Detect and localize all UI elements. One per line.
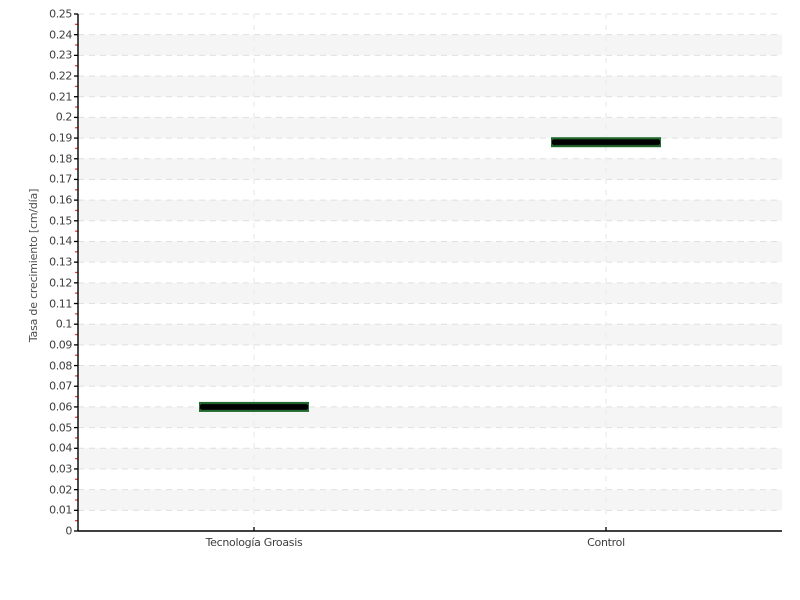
box-plot-item: [551, 137, 661, 148]
y-tick-label: 0.13: [49, 255, 72, 269]
y-tick-label: 0.06: [49, 400, 72, 414]
y-tick-label: 0.09: [49, 338, 72, 352]
y-tick-label: 0.2: [55, 110, 73, 124]
box-plot-item: [199, 401, 309, 412]
x-tick-label: Tecnología Groasis: [205, 536, 303, 549]
y-tick-label: 0.23: [49, 48, 72, 62]
y-tick-label: 0.07: [49, 379, 72, 393]
y-tick-label: 0.21: [49, 90, 72, 104]
y-tick-label: 0.05: [49, 421, 72, 435]
y-tick-label: 0.04: [49, 441, 72, 455]
y-tick-label: 0.16: [49, 193, 72, 207]
y-tick-label: 0.24: [49, 28, 72, 42]
y-tick-label: 0.11: [49, 297, 72, 311]
y-tick-label: 0.22: [49, 69, 72, 83]
y-tick-label: 0.1: [55, 317, 73, 331]
y-tick-label: 0.19: [49, 131, 72, 145]
y-tick-label: 0.15: [49, 214, 72, 228]
y-tick-label: 0.12: [49, 276, 72, 290]
y-tick-label: 0.17: [49, 172, 72, 186]
y-tick-label: 0.25: [49, 7, 72, 21]
y-tick-label: 0.03: [49, 462, 72, 476]
row-bands: [78, 34, 782, 511]
y-tick-label: 0.02: [49, 483, 72, 497]
box-plot-boxes: [199, 137, 661, 412]
y-tick-label: 0.14: [49, 234, 72, 248]
y-tick-label: 0.01: [49, 503, 72, 517]
y-tick-label: 0: [65, 524, 72, 538]
x-tick-label: Control: [587, 536, 625, 549]
vertical-gridlines: [253, 14, 607, 531]
y-tick-label: 0.08: [49, 359, 72, 373]
y-axis-tick-labels: 0 0.01 0.02 0.03 0.04 0.05 0.06 0.07 0.08 0.09 0.1…: [26, 0, 72, 600]
y-tick-label: 0.18: [49, 152, 72, 166]
